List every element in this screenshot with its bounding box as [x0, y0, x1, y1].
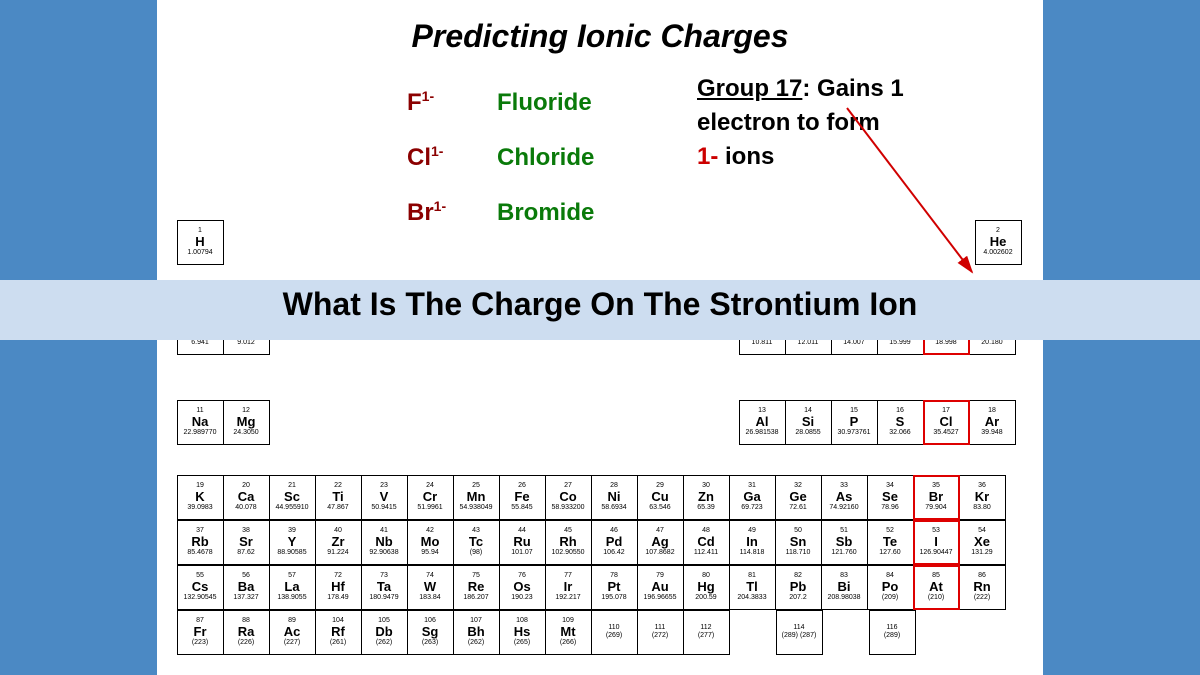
ion-row: F1- Fluoride: [407, 72, 594, 127]
element-cell: 33As74.92160: [821, 475, 868, 520]
element-cell: 23V50.9415: [361, 475, 408, 520]
charge-value: 1-: [697, 143, 718, 170]
element-cell: 47Ag107.8682: [637, 520, 684, 565]
element-cell: 84Po(209): [867, 565, 914, 610]
ion-symbol: F1-: [407, 72, 497, 127]
element-cell: 26Fe55.845: [499, 475, 546, 520]
element-cell: 73Ta180.9479: [361, 565, 408, 610]
element-cell: 53I126.90447: [913, 520, 960, 565]
element-cell: 108Hs(265): [499, 610, 546, 655]
ion-row: Cl1- Chloride: [407, 127, 594, 182]
element-cell: 36Kr83.80: [959, 475, 1006, 520]
group-label: Group 17: [697, 75, 802, 102]
element-cell: 87Fr(223): [177, 610, 224, 655]
element-cell: 35Br79.904: [913, 475, 960, 520]
element-cell: 45Rh102.90550: [545, 520, 592, 565]
element-cell: 16S32.066: [877, 400, 924, 445]
element-cell: 32Ge72.61: [775, 475, 822, 520]
element-cell: 28Ni58.6934: [591, 475, 638, 520]
element-cell: 49In114.818: [729, 520, 776, 565]
periodic-table: 1H1.007942He4.0026023Li6.9414Be9.0125B10…: [177, 340, 1023, 655]
element-cell: 21Sc44.955910: [269, 475, 316, 520]
element-cell: 75Re186.207: [453, 565, 500, 610]
element-cell: 2He4.002602: [975, 220, 1022, 265]
element-cell: 24Cr51.9961: [407, 475, 454, 520]
element-cell: 37Rb85.4678: [177, 520, 224, 565]
element-cell: 13Al26.981538: [739, 400, 786, 445]
element-cell: 109Mt(266): [545, 610, 592, 655]
periodic-row: 19K39.098320Ca40.07821Sc44.95591022Ti47.…: [177, 475, 1023, 520]
question-banner: What Is The Charge On The Strontium Ion: [0, 286, 1200, 323]
element-cell: 89Ac(227): [269, 610, 316, 655]
element-cell: 74W183.84: [407, 565, 454, 610]
element-cell: 104Rf(261): [315, 610, 362, 655]
ion-name: Chloride: [497, 134, 594, 182]
element-cell: 39Y88.90585: [269, 520, 316, 565]
element-cell: 25Mn54.938049: [453, 475, 500, 520]
element-cell: 41Nb92.90638: [361, 520, 408, 565]
ion-name: Bromide: [497, 189, 594, 237]
element-cell: 88Ra(226): [223, 610, 270, 655]
element-cell: 83Bi208.98038: [821, 565, 868, 610]
element-cell: 48Cd112.411: [683, 520, 730, 565]
element-cell: 1H1.00794: [177, 220, 224, 265]
element-cell: 14Si28.0855: [785, 400, 832, 445]
element-cell: 38Sr87.62: [223, 520, 270, 565]
group-description: Group 17: Gains 1 electron to form 1- io…: [697, 72, 997, 174]
element-cell: 56Ba137.327: [223, 565, 270, 610]
element-cell: 19K39.0983: [177, 475, 224, 520]
element-cell: 77Ir192.217: [545, 565, 592, 610]
element-cell: 76Os190.23: [499, 565, 546, 610]
ion-name: Fluoride: [497, 79, 592, 127]
element-cell: 30Zn65.39: [683, 475, 730, 520]
element-cell: 51Sb121.760: [821, 520, 868, 565]
element-cell: 81Tl204.3833: [729, 565, 776, 610]
element-cell: 20Ca40.078: [223, 475, 270, 520]
element-cell: 40Zr91.224: [315, 520, 362, 565]
element-cell: 12Mg24.3050: [223, 400, 270, 445]
element-cell: 86Rn(222): [959, 565, 1006, 610]
element-cell: 85At(210): [913, 565, 960, 610]
element-cell: 52Te127.60: [867, 520, 914, 565]
element-cell: 46Pd106.42: [591, 520, 638, 565]
element-cell: 50Sn118.710: [775, 520, 822, 565]
element-cell: 78Pt195.078: [591, 565, 638, 610]
element-cell: 114(289) (287): [776, 610, 823, 655]
element-cell: 55Cs132.90545: [177, 565, 224, 610]
ion-row: Br1- Bromide: [407, 182, 594, 237]
periodic-row: 55Cs132.9054556Ba137.32757La138.905572Hf…: [177, 565, 1023, 610]
element-cell: 82Pb207.2: [775, 565, 822, 610]
element-cell: 111(272): [637, 610, 684, 655]
element-cell: 105Db(262): [361, 610, 408, 655]
periodic-row: 87Fr(223)88Ra(226)89Ac(227)104Rf(261)105…: [177, 610, 1023, 655]
element-cell: 27Co58.933200: [545, 475, 592, 520]
ion-symbol: Br1-: [407, 182, 497, 237]
element-cell: 112(277): [683, 610, 730, 655]
element-cell: 34Se78.96: [867, 475, 914, 520]
element-cell: 106Sg(263): [407, 610, 454, 655]
element-cell: 15P30.973761: [831, 400, 878, 445]
element-cell: 44Ru101.07: [499, 520, 546, 565]
element-cell: 110(269): [591, 610, 638, 655]
element-cell: 43Tc(98): [453, 520, 500, 565]
element-cell: 22Ti47.867: [315, 475, 362, 520]
element-cell: 31Ga69.723: [729, 475, 776, 520]
element-cell: 80Hg200.59: [683, 565, 730, 610]
element-cell: 116(289): [869, 610, 916, 655]
element-cell: 107Bh(262): [453, 610, 500, 655]
element-cell: 18Ar39.948: [969, 400, 1016, 445]
element-cell: 54Xe131.29: [959, 520, 1006, 565]
element-cell: 79Au196.96655: [637, 565, 684, 610]
periodic-row: 11Na22.98977012Mg24.305013Al26.98153814S…: [177, 430, 1023, 475]
element-cell: 72Hf178.49: [315, 565, 362, 610]
periodic-row: 37Rb85.467838Sr87.6239Y88.9058540Zr91.22…: [177, 520, 1023, 565]
element-cell: 17Cl35.4527: [923, 400, 970, 445]
element-cell: 11Na22.989770: [177, 400, 224, 445]
element-cell: 42Mo95.94: [407, 520, 454, 565]
element-cell: 57La138.9055: [269, 565, 316, 610]
element-cell: 29Cu63.546: [637, 475, 684, 520]
page-title: Predicting Ionic Charges: [157, 18, 1043, 55]
ion-symbol: Cl1-: [407, 127, 497, 182]
ion-list: F1- Fluoride Cl1- Chloride Br1- Bromide: [407, 72, 594, 237]
